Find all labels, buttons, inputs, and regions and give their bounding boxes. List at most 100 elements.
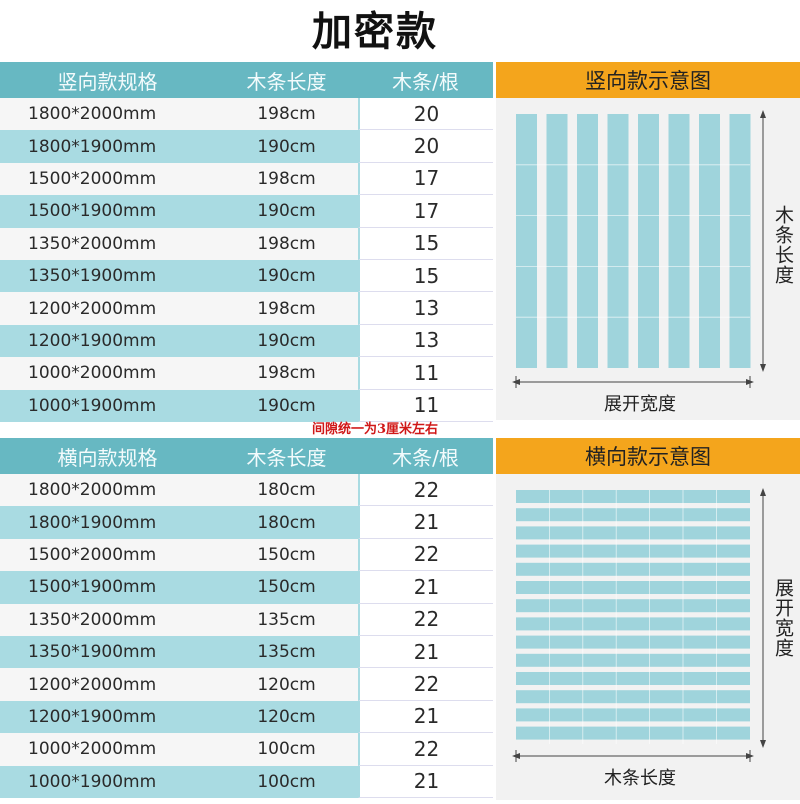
table-row: 1000*1900mm 100cm 21 [0,765,493,798]
header-slat-length: 木条长度 [215,438,358,474]
spec-cell: 1500*1900mm [0,195,215,228]
page-title: 加密款 [312,9,438,55]
slat-count-cell: 15 [358,259,493,293]
table-row: 1350*2000mm 198cm 15 [0,227,493,260]
slat-length-cell: 198cm [215,98,358,131]
table-row: 1000*2000mm 100cm 22 [0,733,493,766]
vertical-bottom-label: 展开宽度 [604,394,676,415]
slat-count-cell: 17 [358,195,493,228]
vertical-diagram-title: 竖向款示意图 [496,62,800,98]
header-slat-count: 木条/根 [358,438,493,474]
horizontal-bottom-label: 木条长度 [604,768,676,789]
slat-length-cell: 190cm [215,389,358,422]
horizontal-slat [516,544,750,558]
slat-length-cell: 100cm [215,765,358,798]
spec-cell: 1350*1900mm [0,635,215,669]
spec-cell: 1350*1900mm [0,259,215,293]
horizontal-slat [516,508,750,522]
table-row: 1350*1900mm 135cm 21 [0,635,493,669]
spec-cell: 1350*2000mm [0,227,215,260]
slat-length-cell: 100cm [215,733,358,766]
spec-cell: 1200*1900mm [0,324,215,358]
slat-length-cell: 120cm [215,668,358,701]
horizontal-slat [516,726,750,740]
spec-cell: 1000*1900mm [0,389,215,422]
horizontal-slat [516,653,750,667]
slat-count-cell: 21 [358,635,493,669]
vertical-slat [546,114,568,368]
table-header-row: 横向款规格 木条长度 木条/根 [0,438,493,474]
header-slat-count: 木条/根 [358,62,493,98]
horizontal-diagram-title: 横向款示意图 [496,438,800,474]
slat-count-cell: 21 [358,506,493,539]
slat-count-cell: 22 [358,603,493,636]
table-header-row: 竖向款规格 木条长度 木条/根 [0,62,493,98]
slat-length-cell: 198cm [215,227,358,260]
spec-cell: 1000*2000mm [0,357,215,390]
spec-cell: 1800*2000mm [0,98,215,131]
slat-count-cell: 13 [358,324,493,358]
horizontal-slat [516,599,750,613]
horizontal-side-label-text: 展开宽度 [772,578,794,658]
vertical-slat [638,114,659,368]
slat-count-cell: 17 [358,162,493,196]
slat-count-cell: 22 [358,668,493,701]
slat-count-cell: 21 [358,571,493,604]
horizontal-slat [516,562,750,576]
header-slat-length: 木条长度 [215,62,358,98]
slat-length-cell: 198cm [215,162,358,196]
vertical-slat [607,114,629,368]
spec-cell: 1500*1900mm [0,571,215,604]
horizontal-slat-diagram [512,488,766,762]
spec-cell: 1500*2000mm [0,538,215,572]
slat-length-cell: 150cm [215,571,358,604]
slat-count-cell: 22 [358,733,493,766]
slat-count-cell: 22 [358,474,493,507]
spec-cell: 1200*2000mm [0,668,215,701]
slat-length-cell: 135cm [215,635,358,669]
table-row: 1350*1900mm 190cm 15 [0,259,493,293]
slat-length-cell: 198cm [215,292,358,325]
slat-length-cell: 150cm [215,538,358,572]
slat-count-cell: 15 [358,227,493,260]
vertical-slat [577,114,598,368]
horizontal-slat [516,708,750,722]
table-row: 1500*2000mm 150cm 22 [0,538,493,572]
horizontal-slat [516,672,750,685]
table-row: 1800*2000mm 198cm 20 [0,98,493,131]
slat-count-cell: 20 [358,98,493,131]
header-spec: 竖向款规格 [0,62,215,98]
horizontal-slat [516,581,750,594]
vertical-slat [668,114,690,368]
vertical-slat [699,114,720,368]
horizontal-side-label: 展开宽度 [770,578,796,663]
slat-length-cell: 180cm [215,474,358,507]
slat-length-cell: 190cm [215,259,358,293]
table-row: 1800*2000mm 180cm 22 [0,474,493,507]
slat-count-cell: 21 [358,765,493,798]
spec-cell: 1000*2000mm [0,733,215,766]
slat-count-cell: 22 [358,538,493,572]
table-row: 1000*2000mm 198cm 11 [0,357,493,390]
table-row: 1000*1900mm 190cm 11 [0,389,493,422]
vertical-slat-diagram [512,110,766,388]
slat-count-cell: 20 [358,130,493,163]
vertical-spec-table: 竖向款规格 木条长度 木条/根 1800*2000mm 198cm 20 1800*1… [0,62,493,422]
table-row: 1350*2000mm 135cm 22 [0,603,493,636]
spec-cell: 1800*1900mm [0,506,215,539]
spec-cell: 1800*2000mm [0,474,215,507]
spec-cell: 1200*2000mm [0,292,215,325]
horizontal-spec-table: 横向款规格 木条长度 木条/根 1800*2000mm 180cm 22 1800*1… [0,438,493,798]
horizontal-slat [516,526,750,540]
table-row: 1200*2000mm 198cm 13 [0,292,493,325]
table-row: 1200*1900mm 120cm 21 [0,700,493,734]
spec-cell: 1000*1900mm [0,765,215,798]
table-row: 1500*1900mm 150cm 21 [0,571,493,604]
slat-length-cell: 135cm [215,603,358,636]
slat-length-cell: 190cm [215,130,358,163]
table-row: 1500*2000mm 198cm 17 [0,162,493,196]
slat-count-cell: 21 [358,700,493,734]
horizontal-slat [516,490,750,503]
table-row: 1800*1900mm 190cm 20 [0,130,493,163]
horizontal-slat [516,617,750,631]
